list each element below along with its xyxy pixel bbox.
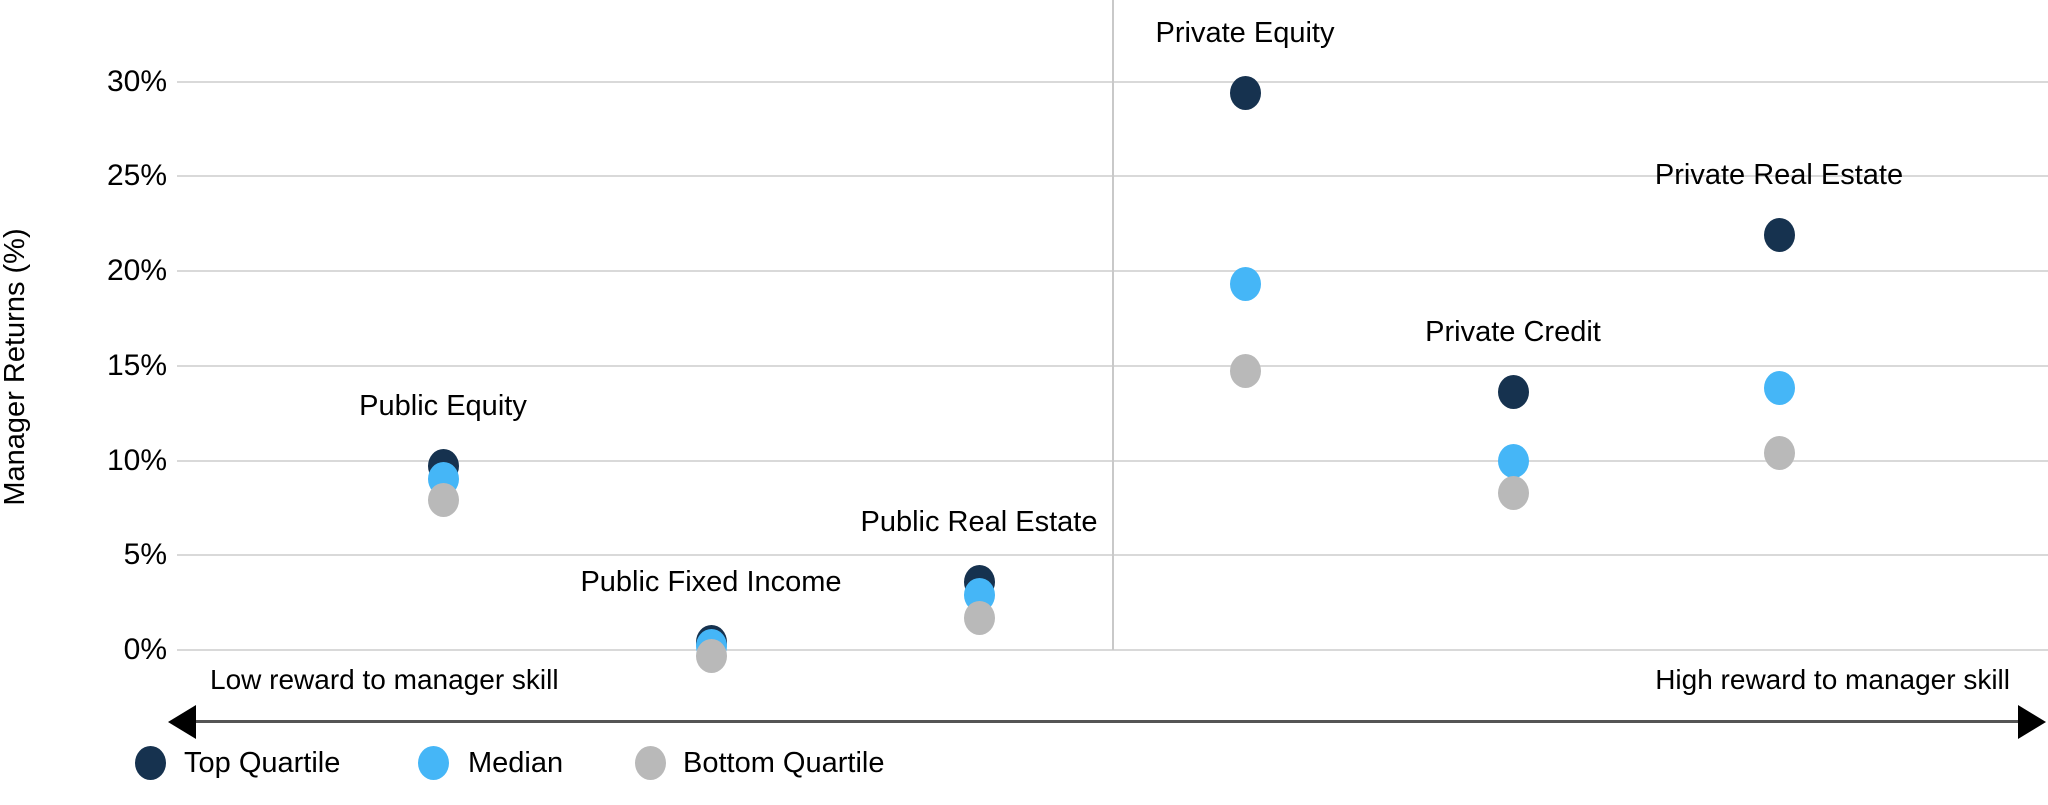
dot-median-private-credit bbox=[1497, 443, 1529, 478]
dot-bottom-quartile-private-real-estate bbox=[1763, 435, 1795, 470]
arrow-left-head-icon bbox=[168, 705, 196, 739]
category-label-public-real-estate: Public Real Estate bbox=[860, 505, 1098, 538]
category-label-private-equity: Private Equity bbox=[1155, 16, 1335, 49]
reward-spectrum-arrow-line bbox=[186, 720, 2026, 723]
dot-bottom-quartile-private-equity bbox=[1229, 354, 1261, 389]
legend-label-bottom-quartile: Bottom Quartile bbox=[683, 747, 885, 779]
legend-marker-median bbox=[417, 746, 449, 780]
legend-label-median: Median bbox=[468, 747, 564, 779]
dot-median-private-real-estate bbox=[1763, 371, 1795, 406]
dot-bottom-quartile-public-equity bbox=[427, 483, 459, 518]
category-label-private-real-estate: Private Real Estate bbox=[1654, 158, 1904, 191]
category-label-private-credit: Private Credit bbox=[1425, 316, 1601, 349]
y-tick-label-0%: 0% bbox=[123, 633, 167, 666]
y-tick-label-15%: 15% bbox=[106, 348, 167, 382]
x-axis-left-annotation: Low reward to manager skill bbox=[210, 664, 559, 695]
y-tick-label-20%: 20% bbox=[106, 254, 167, 287]
y-tick-label-5%: 5% bbox=[123, 538, 167, 572]
y-tick-label-25%: 25% bbox=[106, 159, 167, 193]
x-axis-right-annotation: High reward to manager skill bbox=[1655, 664, 2010, 695]
dot-top-quartile-private-equity bbox=[1229, 75, 1261, 110]
y-tick-label-10%: 10% bbox=[106, 443, 167, 477]
legend-marker-bottom-quartile bbox=[634, 746, 666, 780]
gridline-0% bbox=[177, 649, 2048, 651]
category-label-public-fixed-income: Public Fixed Income bbox=[580, 566, 842, 599]
y-tick-label-30%: 30% bbox=[106, 64, 167, 98]
dot-top-quartile-private-real-estate bbox=[1763, 217, 1795, 252]
dot-bottom-quartile-private-credit bbox=[1497, 475, 1529, 510]
legend-label-top-quartile: Top Quartile bbox=[184, 747, 341, 779]
dot-top-quartile-private-credit bbox=[1497, 375, 1529, 410]
dot-median-private-equity bbox=[1229, 267, 1261, 302]
category-label-public-equity: Public Equity bbox=[359, 390, 527, 423]
public-private-divider bbox=[1112, 0, 1114, 650]
dot-bottom-quartile-public-fixed-income bbox=[695, 638, 727, 673]
legend-marker-top-quartile bbox=[134, 746, 166, 780]
arrow-right-head-icon bbox=[2018, 705, 2046, 739]
dot-bottom-quartile-public-real-estate bbox=[963, 600, 995, 635]
